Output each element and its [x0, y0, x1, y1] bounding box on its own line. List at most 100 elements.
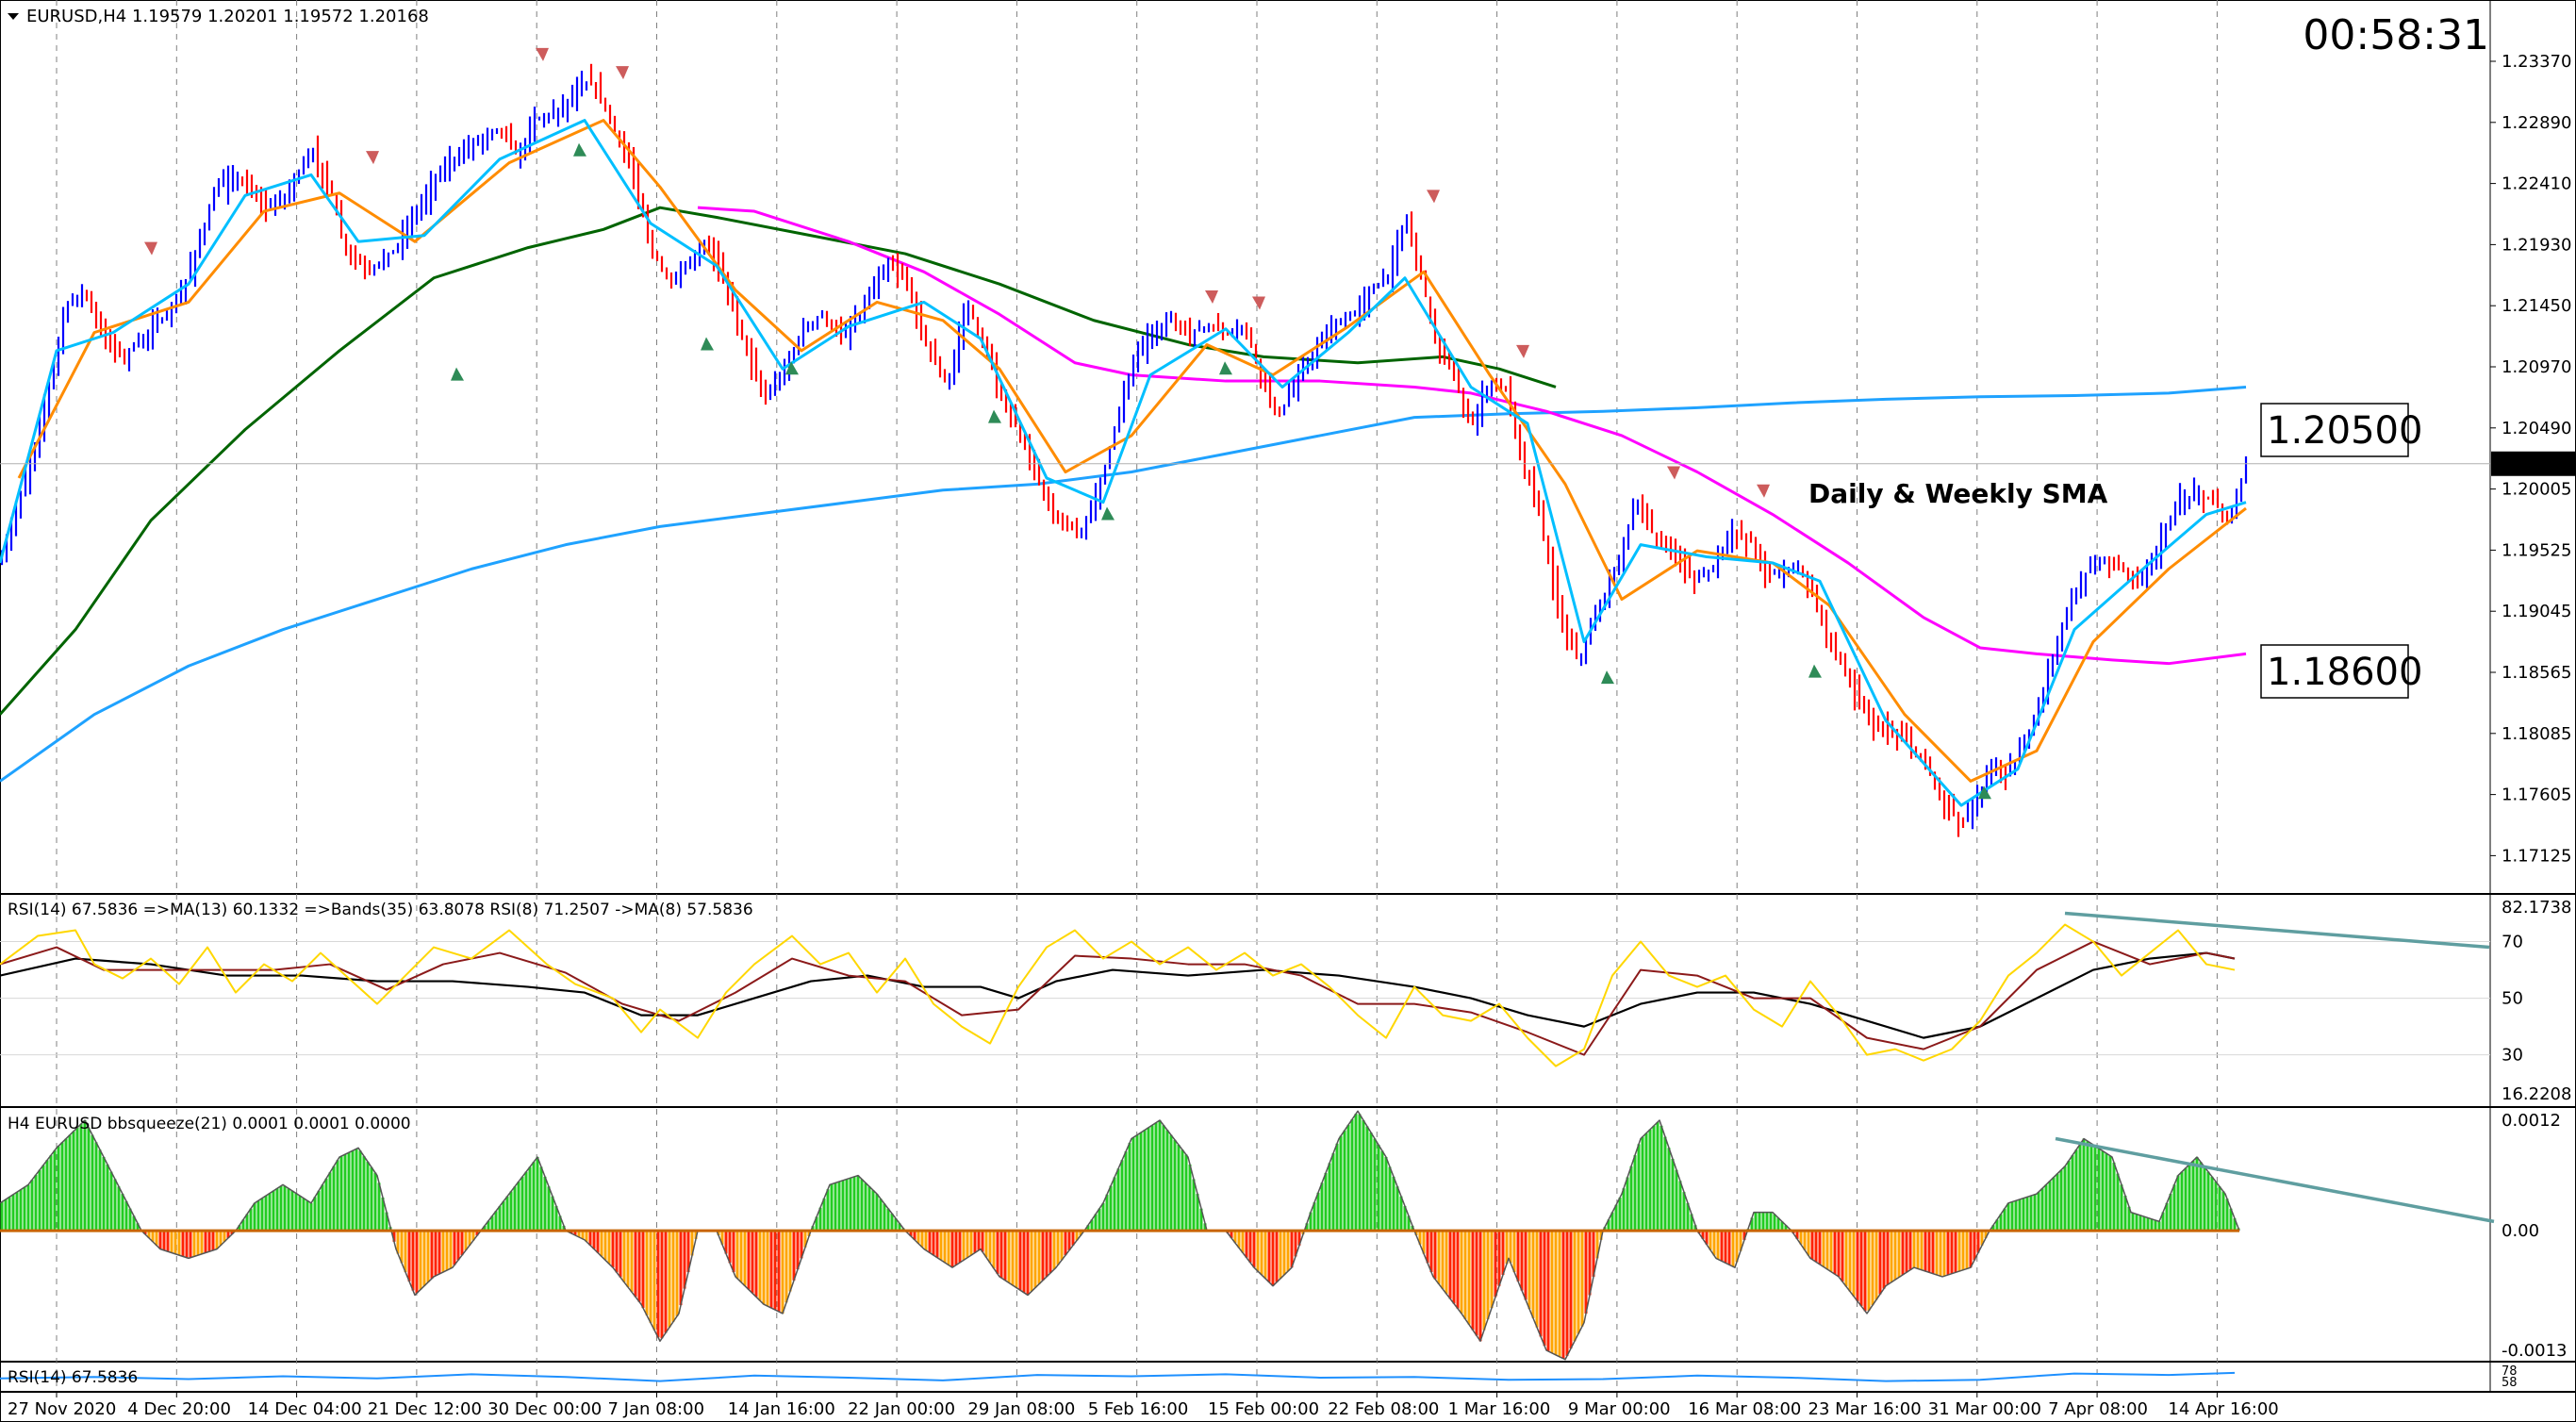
slow-ema [17, 119, 2247, 783]
level-box-upper: 1.20500 [2260, 403, 2422, 457]
sell-arrow-icon [1516, 344, 1529, 358]
buy-arrow-icon [1101, 506, 1115, 521]
price-label: 1.17605 [2502, 785, 2571, 805]
rsi-trendline [2064, 911, 2490, 950]
sell-arrow-icon [536, 47, 549, 61]
sell-arrow-icon [1667, 466, 1680, 480]
rsi-fast [0, 923, 2236, 1067]
time-label: 14 Dec 04:00 [248, 1399, 362, 1419]
time-label: 16 Mar 08:00 [1688, 1399, 1801, 1419]
level-label-upper: 1.20500 [2267, 409, 2422, 453]
price-label: 1.21450 [2502, 296, 2571, 316]
rsi-trendline [2064, 911, 2490, 950]
price-label: 1.22890 [2502, 113, 2571, 133]
dropdown-triangle-icon[interactable] [8, 13, 19, 20]
signal-arrows [144, 47, 1991, 800]
rsi-scale-label: 30 [2502, 1046, 2523, 1066]
bottom-rsi-title: RSI(14) 67.5836 [8, 1368, 138, 1387]
time-label: 22 Feb 08:00 [1328, 1399, 1439, 1419]
rsi-slow-line [0, 940, 2236, 1056]
squeeze-trendline [2055, 1136, 2495, 1224]
fast-ema-line [0, 119, 2247, 807]
rsi-panel[interactable] [0, 911, 2490, 1067]
price-label: 1.18565 [2502, 663, 2571, 683]
price-label: 1.20970 [2502, 357, 2571, 377]
squeeze-trendline [2055, 1136, 2495, 1224]
sma-annotation: Daily & Weekly SMA [1808, 478, 2108, 509]
bottom-scale-label: 78 [2502, 1364, 2518, 1379]
rsi-fast-line [0, 923, 2236, 1067]
sell-arrow-icon [616, 66, 629, 80]
buy-arrow-icon [451, 367, 464, 381]
price-label: 1.23370 [2502, 52, 2571, 72]
fast-ema [0, 119, 2247, 807]
time-label: 30 Dec 00:00 [487, 1399, 602, 1419]
current-price-value: 1.20168 [2501, 455, 2567, 474]
sell-arrow-icon [1252, 296, 1265, 310]
time-label: 1 Mar 16:00 [1448, 1399, 1551, 1419]
buy-arrow-icon [785, 361, 799, 375]
buy-arrow-icon [573, 142, 586, 157]
price-label: 1.18085 [2502, 724, 2571, 744]
price-scale: 1.23370 1.22890 1.22410 1.21930 1.21450 1.209… [2490, 52, 2571, 866]
weekly-sma-line [0, 385, 2247, 783]
rsi-ma [0, 951, 2236, 1039]
sell-arrow-icon [1205, 290, 1218, 305]
time-label: 21 Dec 12:00 [368, 1399, 482, 1419]
slow-ema-line [17, 119, 2247, 783]
time-label: 15 Feb 00:00 [1208, 1399, 1319, 1419]
green-sma-line [0, 206, 1557, 716]
time-label: 14 Apr 16:00 [2168, 1399, 2278, 1419]
price-label: 1.17125 [2502, 846, 2571, 866]
buy-arrow-icon [1601, 670, 1614, 685]
sell-arrow-icon [1427, 190, 1440, 204]
price-label: 1.19045 [2502, 602, 2571, 621]
price-panel[interactable] [0, 47, 2490, 837]
rsi-scale-label: 82.1738 [2502, 898, 2571, 918]
green-sma [0, 206, 1557, 716]
rsi-ma-line [0, 951, 2236, 1039]
time-label: 4 Dec 20:00 [127, 1399, 231, 1419]
time-label: 7 Apr 08:00 [2048, 1399, 2148, 1419]
time-label: 29 Jan 08:00 [967, 1399, 1075, 1419]
bottom-scale-label: 58 [2502, 1376, 2518, 1390]
bottom-rsi-panel[interactable] [0, 1371, 2236, 1382]
bottom-rsi [0, 1371, 2236, 1382]
bottom-rsi-line [0, 1371, 2236, 1382]
time-label: 9 Mar 00:00 [1568, 1399, 1671, 1419]
squeeze-histogram [0, 1110, 2240, 1361]
symbol-info: EURUSD,H4 1.19579 1.20201 1.19572 1.2016… [26, 7, 429, 26]
price-label: 1.21930 [2502, 235, 2571, 255]
time-label: 27 Nov 2020 [8, 1399, 116, 1419]
squeeze-scale-label: -0.0013 [2502, 1341, 2567, 1361]
time-label: 14 Jan 16:00 [728, 1399, 835, 1419]
sell-arrow-icon [1757, 484, 1770, 498]
squeeze-scale-label: 0.0012 [2502, 1111, 2561, 1131]
buy-arrow-icon [1219, 361, 1232, 375]
buy-arrow-icon [1808, 664, 1822, 678]
squeeze-scale: 0.0012 0.00 -0.0013 [2502, 1111, 2567, 1361]
time-label: 31 Mar 00:00 [1928, 1399, 2041, 1419]
price-label: 1.22410 [2502, 174, 2571, 194]
weekly-sma [0, 385, 2247, 783]
current-price-tag: 1.20168 [2491, 451, 2576, 476]
rsi-title: RSI(14) 67.5836 =>MA(13) 60.1332 =>Bands… [8, 901, 753, 919]
rsi-scale-label: 16.2208 [2502, 1084, 2571, 1104]
buy-arrow-icon [701, 337, 714, 351]
price-label: 1.20005 [2502, 480, 2571, 500]
rsi-scale: 82.1738 70 50 30 16.2208 [2502, 898, 2571, 1104]
candle-timer: 00:58:31 [2303, 11, 2489, 59]
time-label: 23 Mar 16:00 [1808, 1399, 1922, 1419]
squeeze-title: H4 EURUSD bbsqueeze(21) 0.0001 0.0001 0.… [8, 1115, 411, 1133]
level-box-lower: 1.18600 [2260, 644, 2422, 699]
time-axis: 27 Nov 2020 4 Dec 20:00 14 Dec 04:00 21 Dec… [8, 1392, 2279, 1419]
time-label: 5 Feb 16:00 [1088, 1399, 1189, 1419]
price-label: 1.19525 [2502, 540, 2571, 560]
hist-outline [0, 1110, 2240, 1361]
buy-arrow-icon [1978, 785, 1991, 800]
sell-arrow-icon [144, 241, 157, 256]
squeeze-panel[interactable] [0, 1110, 2495, 1361]
level-label-lower: 1.18600 [2267, 651, 2422, 694]
